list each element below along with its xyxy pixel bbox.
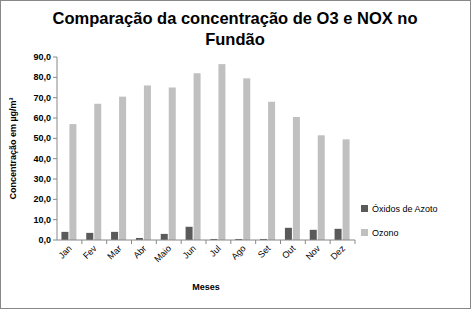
bar	[119, 97, 126, 240]
bar	[161, 234, 168, 240]
y-tick-label: 20,0	[33, 194, 51, 204]
x-tick-label: Maio	[152, 243, 173, 264]
bar	[293, 117, 300, 240]
x-tick	[280, 240, 281, 244]
bar	[335, 229, 342, 240]
x-tick	[230, 240, 231, 244]
chart-frame	[1, 1, 471, 309]
bars	[61, 64, 349, 240]
bar	[318, 135, 325, 240]
legend-label: Ozono	[372, 228, 399, 238]
y-tick-label: 50,0	[33, 133, 51, 143]
x-tick	[181, 240, 182, 244]
y-tick	[53, 240, 57, 241]
bar	[186, 227, 193, 240]
chart: Comparação da concentração de O3 e NOX n…	[0, 0, 471, 309]
y-tick-label: 40,0	[33, 154, 51, 164]
bar	[94, 104, 101, 240]
bar	[243, 78, 250, 240]
x-tick-label: Jun	[181, 243, 198, 260]
y-tick	[53, 97, 57, 98]
legend-swatch	[361, 229, 368, 236]
y-tick	[53, 57, 57, 58]
y-tick	[53, 118, 57, 119]
y-axis-label: Concentração em µg/m³	[8, 97, 18, 199]
x-tick-label: Nov	[304, 243, 323, 262]
y-tick-label: 30,0	[33, 174, 51, 184]
bar	[285, 228, 292, 240]
bar	[194, 73, 201, 240]
x-tick-label: Dez	[329, 243, 348, 262]
y-tick	[53, 77, 57, 78]
x-tick-label: Fev	[81, 243, 99, 261]
x-tick	[330, 240, 331, 244]
x-tick	[81, 240, 82, 244]
x-tick	[255, 240, 256, 244]
x-tick-label: Set	[256, 243, 273, 260]
y-tick	[53, 158, 57, 159]
y-tick	[53, 219, 57, 220]
bar	[144, 85, 151, 240]
bar	[343, 139, 350, 240]
title-line: Comparação da concentração de O3 e NOX n…	[53, 9, 418, 27]
bar	[86, 233, 93, 240]
x-axis-label: Meses	[192, 282, 220, 292]
x-tick	[355, 240, 356, 244]
x-tick-label: Abr	[131, 243, 148, 260]
y-tick-label: 60,0	[33, 113, 51, 123]
title-line: Fundão	[205, 30, 265, 48]
bar	[169, 88, 176, 241]
bar	[310, 230, 317, 240]
x-tick-label: Mar	[105, 243, 123, 261]
x-tick	[131, 240, 132, 244]
x-tick	[106, 240, 107, 244]
x-tick-label: Out	[280, 243, 298, 261]
legend-label: Óxidos de Azoto	[372, 204, 438, 214]
y-tick-label: 70,0	[33, 93, 51, 103]
y-tick-label: 80,0	[33, 72, 51, 82]
y-tick-label: 0,0	[38, 235, 51, 245]
y-tick	[53, 199, 57, 200]
x-tick	[305, 240, 306, 244]
y-axis	[57, 57, 58, 240]
legend-swatch	[361, 205, 368, 212]
y-tick-label: 10,0	[33, 215, 51, 225]
y-tick-label: 90,0	[33, 52, 51, 62]
bar	[69, 124, 76, 240]
bar	[111, 232, 118, 240]
y-tick	[53, 138, 57, 139]
x-tick	[156, 240, 157, 244]
x-tick	[206, 240, 207, 244]
y-tick	[53, 179, 57, 180]
title: Comparação da concentração de O3 e NOX n…	[53, 9, 418, 48]
x-tick-label: Jul	[208, 243, 223, 258]
bar	[61, 232, 68, 240]
bar	[268, 102, 275, 240]
x-tick-label: Ago	[229, 243, 247, 261]
x-tick-label: Jan	[56, 243, 73, 260]
bar	[218, 64, 225, 240]
